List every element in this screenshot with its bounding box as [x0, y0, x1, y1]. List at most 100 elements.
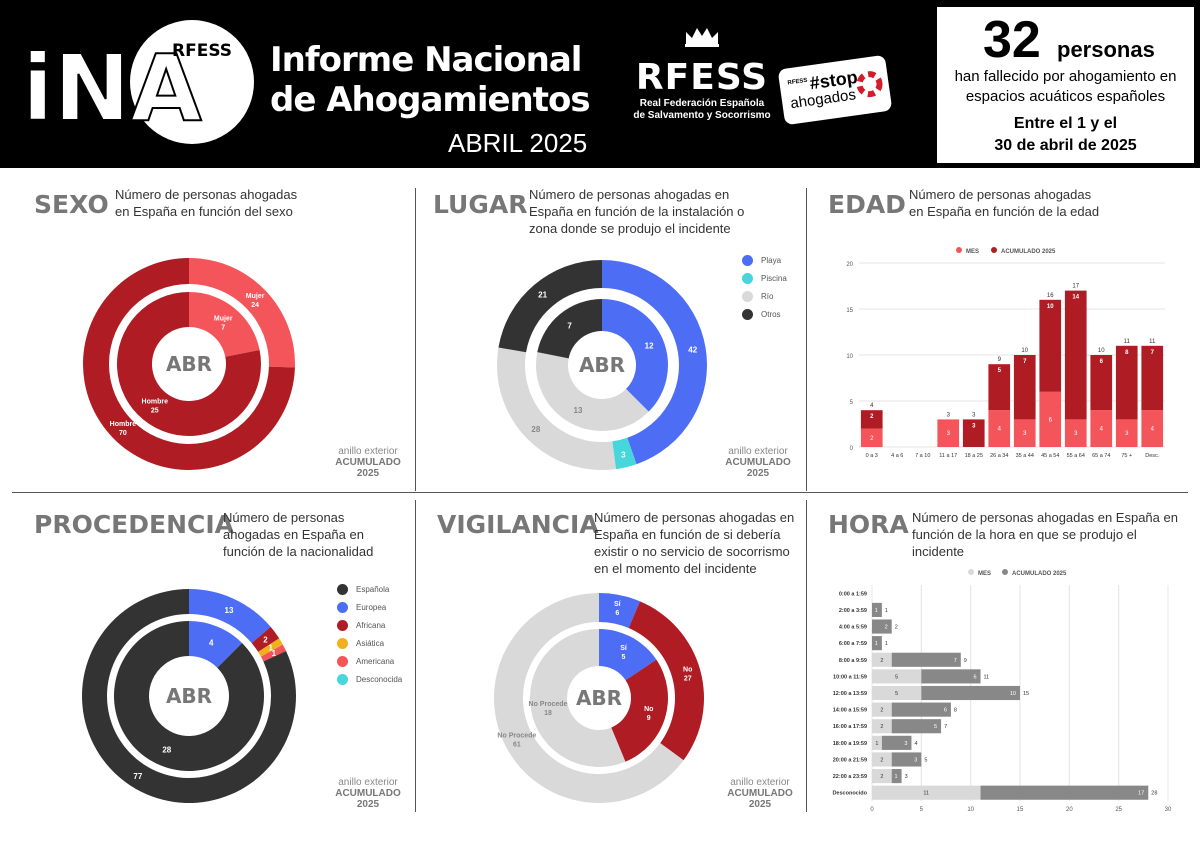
- inner-slice-sí: [599, 629, 657, 681]
- panel-title: SEXO: [34, 190, 109, 219]
- bar-acumulado: [1064, 290, 1087, 420]
- bar-acumulado: [872, 636, 882, 651]
- slice-value: 28: [531, 425, 540, 434]
- y-tick-label: 20:00 a 21:59: [833, 757, 867, 763]
- panel-vigilancia: VIGILANCIA Número de personas ahogadas e…: [416, 497, 806, 817]
- x-tick-label: 15: [1017, 807, 1024, 813]
- chart-vigilancia: Sí 6 No 27 No Procede 61 Sí 5 No 9 No Procede 18 ABR: [494, 593, 704, 803]
- legend-label: Playa: [761, 255, 782, 265]
- legend-swatch: [337, 619, 348, 631]
- legend-label: Piscina: [761, 273, 787, 283]
- summary-number: 32: [983, 11, 1041, 69]
- bar-mes-label: 2: [880, 708, 883, 714]
- inner-slice-playa: [602, 299, 668, 412]
- inner-slice-otros: [537, 299, 602, 359]
- legend-swatch: [742, 254, 753, 266]
- bar-mes-label: 2: [880, 658, 883, 664]
- bar-acumulado-label: 17: [1138, 791, 1144, 797]
- outer-slice-asiática: [258, 638, 283, 657]
- bar-acumulado: [921, 669, 981, 684]
- slice-label: Hombre: [110, 421, 137, 428]
- divider: [415, 188, 416, 491]
- slice-value: 1: [269, 644, 274, 653]
- bar-mes-label: 6: [1049, 417, 1053, 423]
- bar-acumulado-label: 3: [972, 423, 976, 429]
- bar-total-label: 10: [1098, 348, 1105, 354]
- x-tick-label: 45 a 54: [1041, 453, 1059, 459]
- ring-note-line2: ACUMULADO: [727, 788, 793, 799]
- outer-slice-playa: [602, 260, 707, 465]
- legend-item: Otros: [742, 305, 787, 323]
- y-tick-label: 20: [846, 262, 853, 268]
- bar-acumulado-label: 3: [904, 741, 907, 747]
- bar-acumulado-label: 7: [954, 658, 957, 664]
- panel-description: Número de personas ahogadas en España en…: [115, 187, 298, 219]
- bar-acumulado-label: 6: [944, 708, 947, 714]
- ring-note: anillo exterior ACUMULADO 2025: [323, 446, 413, 479]
- bar-mes-label: 4: [1151, 427, 1155, 433]
- bar-total-label: 11: [984, 674, 990, 680]
- bar-mes-label: 3: [947, 431, 951, 437]
- x-tick-label: 75 +: [1121, 453, 1132, 459]
- y-tick-label: 0:00 a 1:59: [839, 591, 867, 597]
- legend-item: Española: [337, 580, 402, 598]
- bar-mes: [1090, 410, 1113, 447]
- x-tick-label: 26 a 34: [990, 453, 1008, 459]
- bar-total-label: 1: [885, 641, 888, 647]
- bar-mes-label: 4: [1100, 427, 1104, 433]
- summary-unit: personas: [1057, 37, 1155, 62]
- bar-acumulado: [1090, 355, 1113, 411]
- panel-title: EDAD: [828, 190, 906, 219]
- bar-acumulado-label: 1: [875, 641, 878, 647]
- bar-mes: [872, 769, 892, 784]
- legend-label: Española: [356, 584, 390, 594]
- stop-ahogados-badge: RFESS #stop ahogados: [777, 54, 893, 126]
- legend-label: Río: [761, 291, 774, 301]
- y-tick-label: 6:00 a 7:59: [839, 641, 867, 647]
- legend-lugar: Playa Piscina Río Otros: [742, 251, 787, 323]
- y-tick-label: 10:00 a 11:59: [833, 674, 867, 680]
- bar-total-label: 11: [1124, 339, 1131, 345]
- y-tick-label: 4:00 a 5:59: [839, 625, 867, 631]
- summary-dates: Entre el 1 y el 30 de abril de 2025: [937, 113, 1194, 157]
- bar-acumulado-label: 7: [1151, 350, 1155, 356]
- bar-acumulado-label: 10: [1047, 304, 1054, 310]
- slice-value: 61: [513, 741, 521, 748]
- x-tick-label: 10: [967, 807, 974, 813]
- legend-swatch: [968, 569, 974, 575]
- summary-desc-2: espacios acuáticos españoles: [965, 88, 1166, 105]
- bar-mes: [872, 685, 922, 701]
- inner-slice-no: [611, 659, 668, 762]
- legend-item: Desconocida: [337, 670, 402, 688]
- inner-slice-no-procede: [529, 629, 626, 767]
- panel-description: Número de personas ahogadas en España en…: [912, 510, 1178, 559]
- lifebuoy-icon: [856, 71, 883, 98]
- outer-slice-africana: [251, 626, 280, 652]
- panel-lugar: LUGAR Número de personas ahogadas en Esp…: [416, 170, 806, 490]
- x-tick-label: 25: [1115, 807, 1122, 813]
- donut-center-label: ABR: [579, 353, 625, 377]
- bar-mes: [988, 410, 1011, 447]
- outer-slice-americana: [260, 644, 287, 662]
- bar-total-label: 2: [895, 625, 898, 631]
- legend-label: Otros: [761, 309, 781, 319]
- slice-value: 7: [567, 322, 572, 331]
- y-tick-label: 5: [850, 400, 854, 406]
- slice-value: 1: [272, 649, 277, 658]
- legend-label: Europea: [356, 602, 387, 612]
- bar-acumulado: [891, 702, 951, 717]
- panel-title: LUGAR: [433, 190, 528, 219]
- logo-circle: [130, 20, 254, 144]
- slice-value: 12: [645, 341, 654, 350]
- title-line-1: Informe Nacional: [270, 40, 582, 80]
- slice-value: 18: [544, 710, 552, 717]
- slice-value: 5: [622, 654, 626, 661]
- legend-item: Africana: [337, 616, 402, 634]
- legend-swatch: [991, 247, 997, 253]
- summary-dates-2: 30 de abril de 2025: [994, 137, 1137, 154]
- bar-acumulado-label: 1: [895, 774, 898, 780]
- slice-value: 25: [151, 408, 159, 415]
- x-tick-label: 11 a 17: [939, 453, 957, 459]
- x-tick-label: 0: [870, 807, 874, 813]
